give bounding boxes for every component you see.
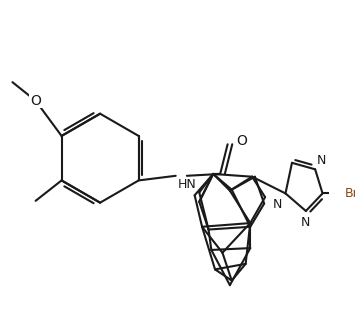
Text: N: N bbox=[272, 198, 282, 211]
Text: N: N bbox=[317, 154, 326, 168]
Text: HN: HN bbox=[178, 178, 196, 191]
Text: O: O bbox=[236, 134, 247, 148]
Text: O: O bbox=[30, 94, 41, 108]
Text: Br: Br bbox=[345, 187, 355, 200]
Text: N: N bbox=[301, 216, 311, 229]
